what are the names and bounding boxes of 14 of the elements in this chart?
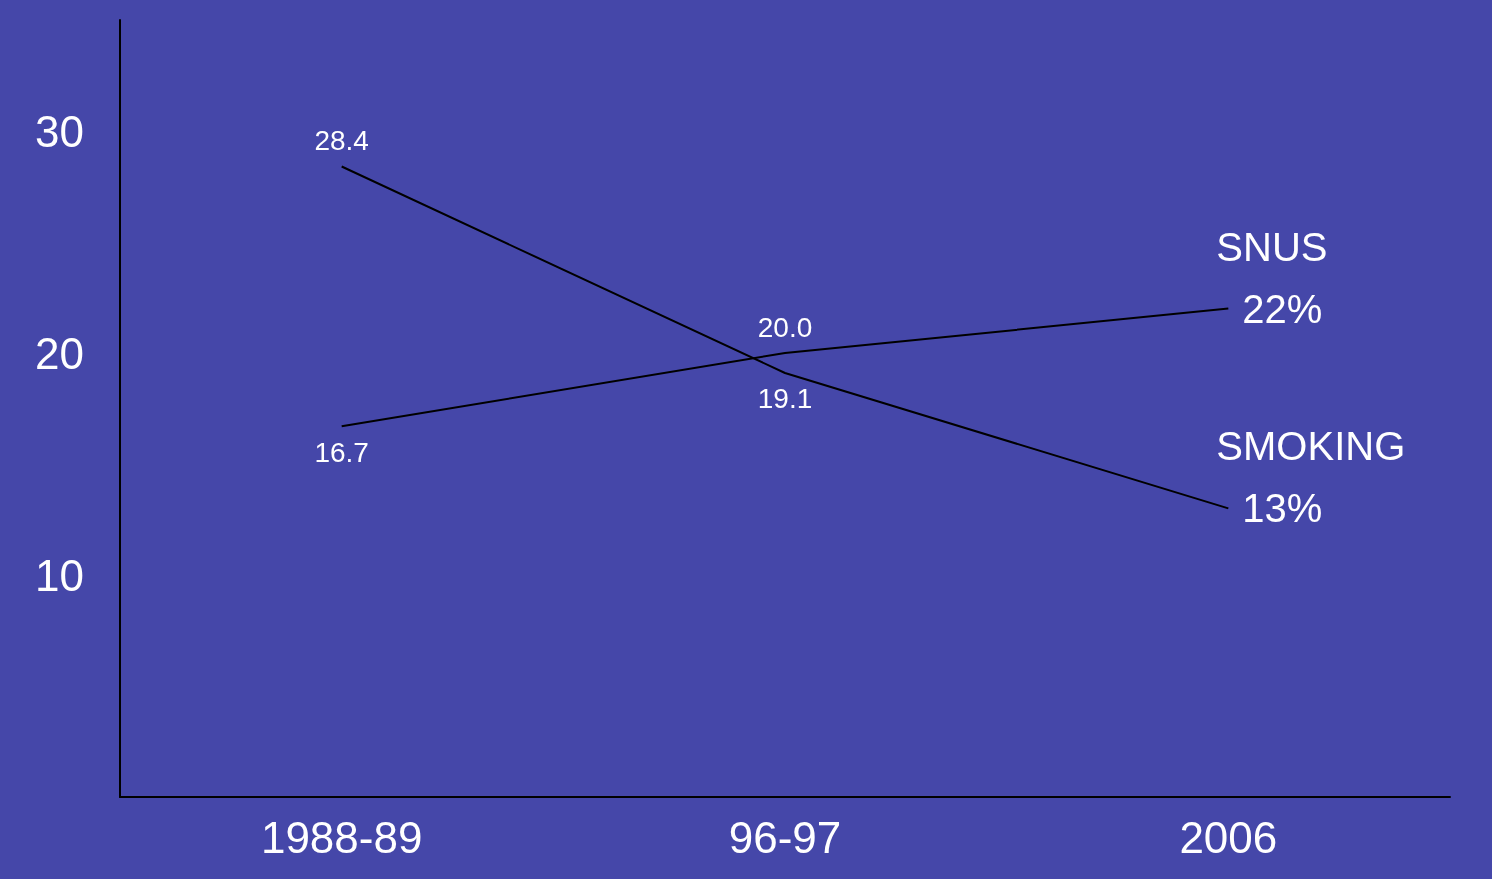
data-label: 20.0 [757, 311, 813, 343]
y-tick-label: 30 [35, 106, 84, 156]
x-tick-label: 2006 [1179, 812, 1278, 862]
series-label: SMOKING [1216, 424, 1406, 469]
y-tick-label: 10 [35, 550, 84, 600]
x-tick-label: 1988-89 [260, 812, 423, 862]
y-tick-label: 20 [35, 328, 84, 378]
data-label: 19.1 [757, 383, 813, 415]
series-label: SNUS [1216, 224, 1328, 269]
x-tick-label: 96-97 [728, 812, 842, 862]
data-label: 28.4 [314, 125, 369, 157]
data-label: 22% [1242, 286, 1323, 331]
data-label: 16.7 [314, 436, 369, 468]
data-label: 13% [1242, 486, 1323, 531]
